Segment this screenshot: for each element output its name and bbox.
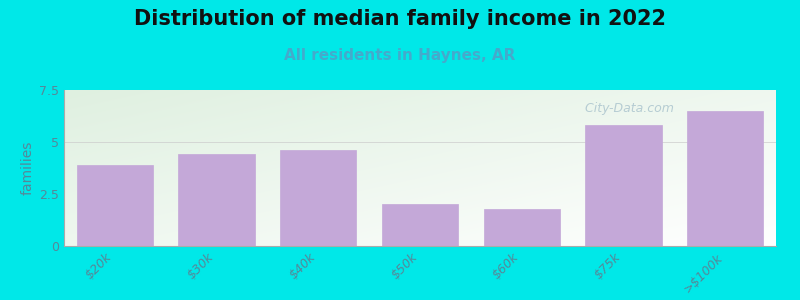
Bar <box>280 150 357 246</box>
Bar <box>77 165 153 246</box>
Bar <box>687 111 763 246</box>
Bar <box>586 125 662 246</box>
Bar <box>178 154 254 246</box>
Y-axis label: families: families <box>21 141 35 195</box>
Text: Distribution of median family income in 2022: Distribution of median family income in … <box>134 9 666 29</box>
Text: All residents in Haynes, AR: All residents in Haynes, AR <box>284 48 516 63</box>
Text: City-Data.com: City-Data.com <box>577 103 674 116</box>
Bar <box>483 208 560 246</box>
Bar <box>382 204 458 246</box>
